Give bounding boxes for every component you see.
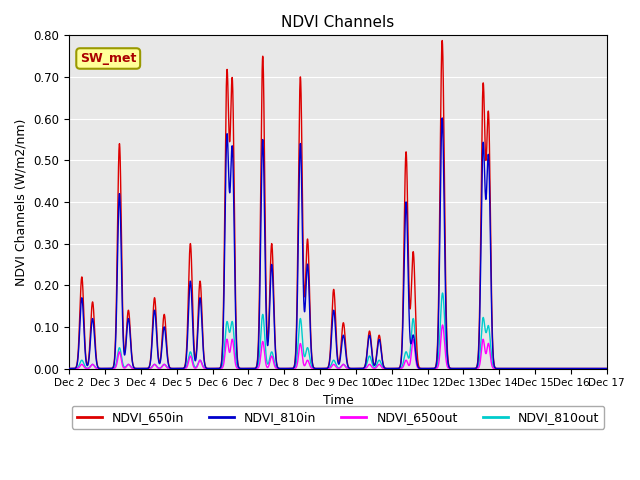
- Title: NDVI Channels: NDVI Channels: [282, 15, 395, 30]
- Legend: NDVI_650in, NDVI_810in, NDVI_650out, NDVI_810out: NDVI_650in, NDVI_810in, NDVI_650out, NDV…: [72, 406, 604, 429]
- Y-axis label: NDVI Channels (W/m2/nm): NDVI Channels (W/m2/nm): [15, 118, 28, 286]
- Text: SW_met: SW_met: [80, 52, 136, 65]
- X-axis label: Time: Time: [323, 394, 353, 407]
